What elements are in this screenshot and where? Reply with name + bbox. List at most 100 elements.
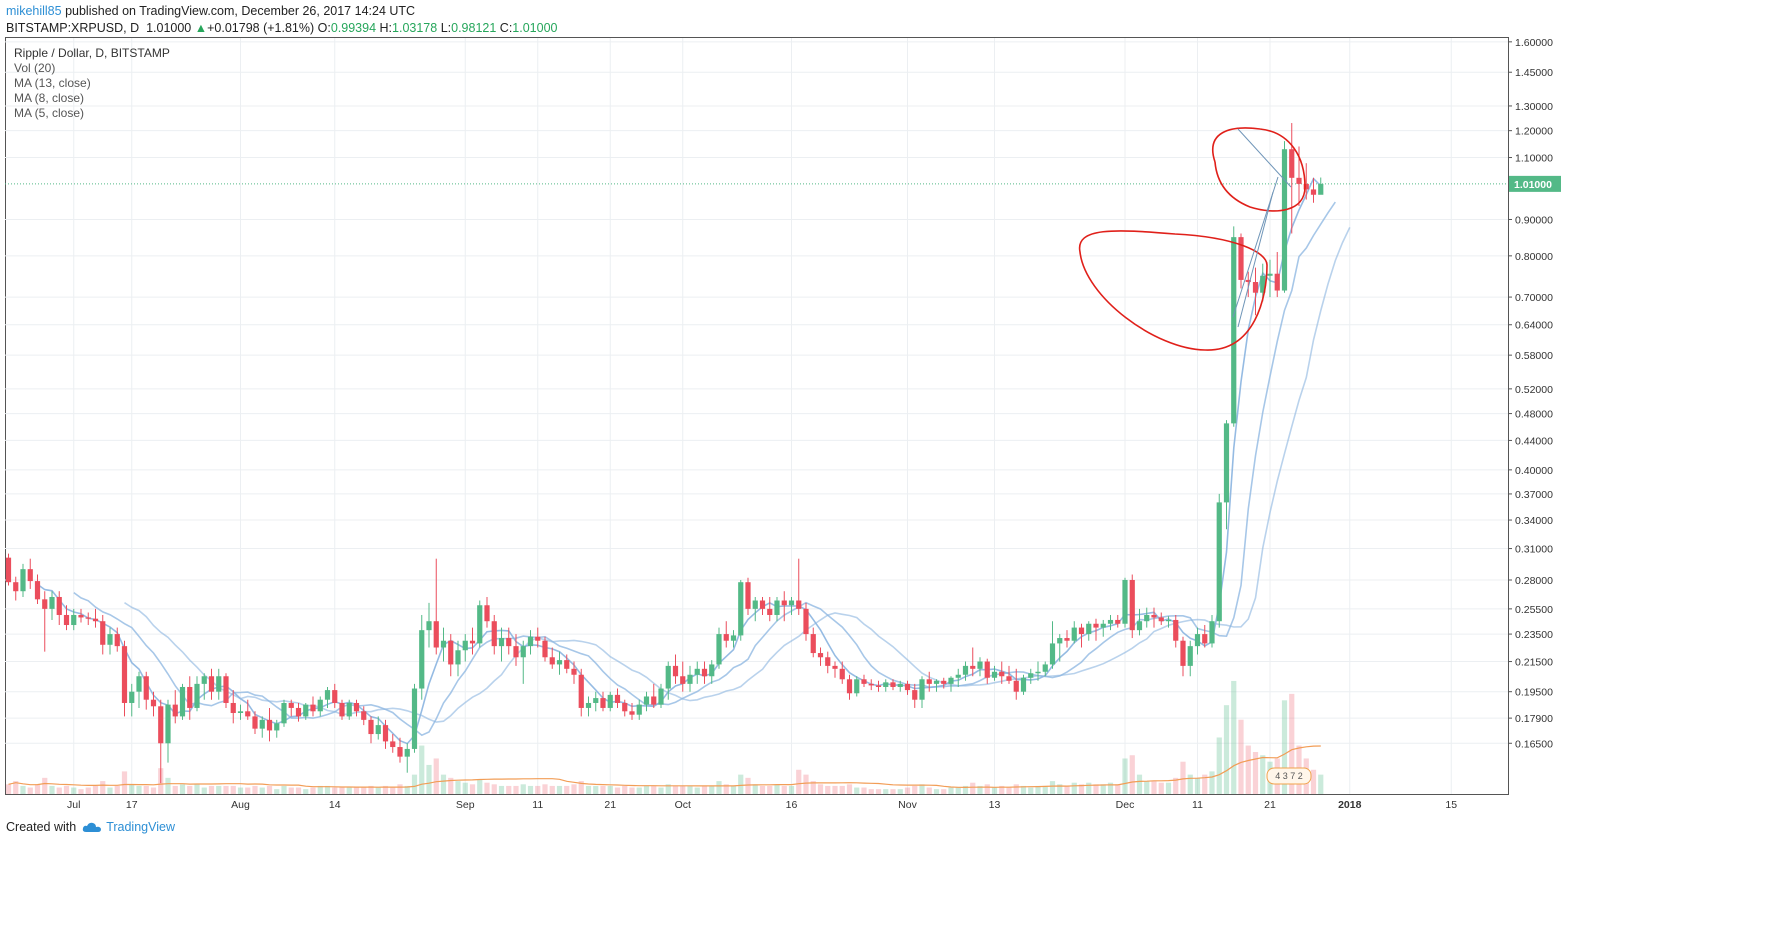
symbol-header: BITSTAMP:XRPUSD, D 1.01000 ▲+0.01798 (+1… [6, 21, 557, 35]
candle-body [85, 617, 91, 619]
volume-bar [1020, 785, 1027, 794]
candle [121, 640, 128, 717]
candle [861, 674, 867, 687]
candle-body [455, 650, 461, 665]
time-tick-label: 11 [532, 799, 543, 811]
tradingview-link[interactable]: TradingView [82, 820, 175, 834]
author-link[interactable]: mikehill85 [6, 4, 62, 18]
candle-body [92, 618, 99, 622]
volume-bar [1194, 777, 1201, 794]
candle [411, 683, 418, 753]
price-tick-label: 0.48000 [1515, 409, 1553, 421]
candle-body [165, 704, 171, 744]
candle-body [252, 716, 258, 729]
candle-body [1028, 673, 1034, 678]
price-tick-label: 0.16500 [1515, 738, 1553, 750]
candle-body [593, 698, 599, 703]
candle-body [890, 682, 896, 687]
volume-bar [1158, 782, 1164, 794]
volume-bar [477, 779, 483, 794]
last-price: 1.01000 [146, 21, 192, 35]
candle [651, 683, 657, 708]
candle [114, 627, 120, 652]
candle [629, 702, 635, 720]
volume-bar [187, 785, 193, 794]
candle-body [984, 661, 990, 678]
candle-body [1158, 617, 1164, 622]
candle [1303, 163, 1309, 200]
candle-body [709, 664, 715, 677]
volume-bar [433, 758, 439, 794]
candle-body [187, 686, 193, 708]
price-tick-label: 1.30000 [1515, 101, 1553, 113]
volume-bar [955, 787, 961, 794]
candle-body [629, 711, 635, 715]
candle [506, 627, 512, 655]
volume-bar [1093, 784, 1099, 794]
volume-bar [245, 787, 251, 794]
volume-bar [404, 785, 410, 794]
volume-bar [274, 789, 280, 794]
candle-body [1144, 614, 1150, 622]
candle-body [353, 702, 360, 712]
candle-body [817, 653, 824, 658]
candle-body [520, 646, 526, 658]
volume-bar [709, 785, 715, 794]
candle [1049, 621, 1056, 669]
candle-body [1100, 623, 1106, 628]
price-tick-label: 0.34000 [1515, 515, 1553, 527]
candle [1318, 177, 1324, 195]
candle [1158, 612, 1164, 626]
cloud-icon [82, 822, 102, 832]
candle [288, 699, 294, 717]
candle-body [1281, 149, 1288, 291]
candle-body [1231, 237, 1237, 424]
chart-panel[interactable]: 4 3 7 2 1.60000 1.45000 1.30000 1.20000 1.10… [5, 37, 1768, 811]
candle-body [259, 719, 265, 729]
legend-ma5: MA (5, close) [14, 106, 85, 120]
candle [404, 743, 410, 773]
volume-bar [1281, 700, 1288, 794]
candle-body [1057, 638, 1063, 644]
candle-body [1310, 189, 1317, 195]
low-label: L: [440, 21, 452, 35]
price-tick-label: 0.40000 [1515, 465, 1553, 477]
volume-bar [774, 784, 780, 794]
candle-body [883, 682, 889, 687]
candle-body [143, 676, 149, 700]
candle [817, 647, 824, 666]
volume-bar [295, 787, 302, 794]
price-chart[interactable]: 4 3 7 2 1.60000 1.45000 1.30000 1.20000 1.10… [5, 37, 1768, 811]
time-tick-label: Sep [456, 799, 475, 811]
volume-bar [738, 774, 744, 794]
candle [745, 577, 751, 615]
volume-bar [121, 771, 128, 794]
candles [5, 123, 1324, 784]
candle-body [556, 660, 563, 665]
annotations: 4 3 7 2 [1078, 127, 1312, 785]
volume-bar [1318, 774, 1324, 794]
volume-bar [1064, 785, 1070, 794]
candle [332, 683, 338, 708]
volume-bar [194, 784, 200, 794]
volume-bar [825, 785, 831, 794]
volume-bar [419, 745, 425, 794]
price-tick-label: 1.60000 [1515, 37, 1553, 49]
candle [585, 696, 592, 717]
candle-body [1093, 623, 1099, 628]
volume-bar [593, 785, 599, 794]
volume-bar [1202, 774, 1208, 794]
candle-body [1129, 579, 1135, 631]
candle [796, 558, 802, 615]
candle [317, 696, 323, 717]
candle-body [1223, 423, 1230, 503]
candle-body [1245, 279, 1251, 283]
legend-title: Ripple / Dollar, D, BITSTAMP [14, 46, 170, 60]
candle [868, 679, 874, 691]
candle-body [672, 665, 679, 677]
candle-body [121, 646, 128, 703]
candle [266, 707, 273, 742]
candle [194, 676, 200, 712]
volume-bar [890, 789, 896, 794]
time-tick-label: Nov [898, 799, 917, 811]
